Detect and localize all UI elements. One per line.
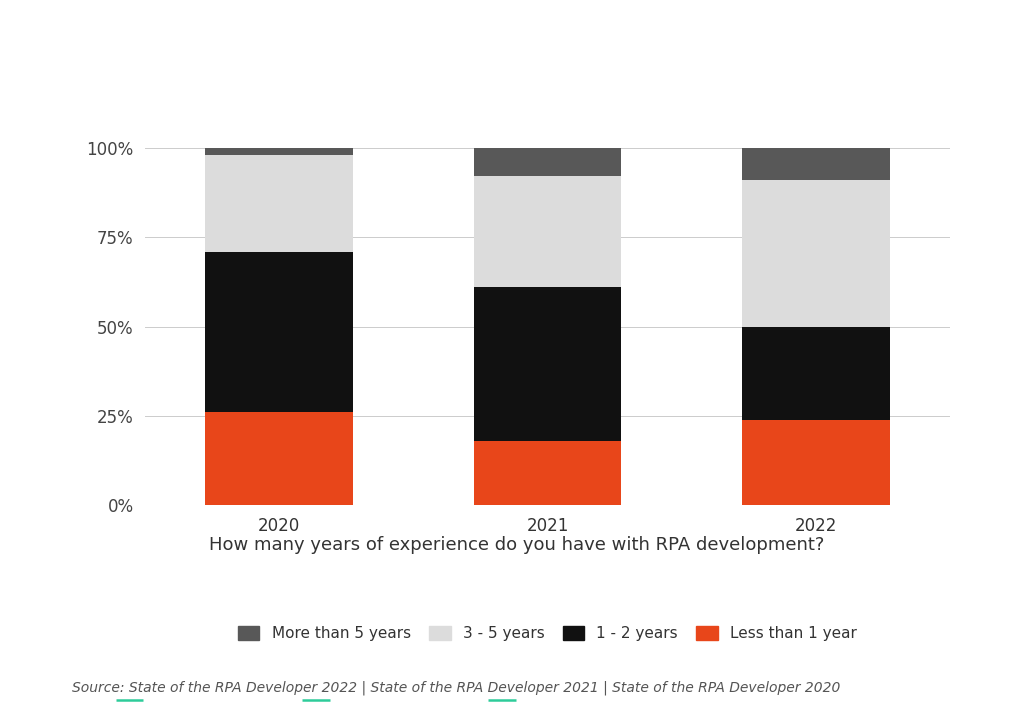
Text: Source: State of the RPA Developer 2022 | State of the RPA Developer 2021 | Stat: Source: State of the RPA Developer 2022 … [72,680,841,695]
Bar [742,148,890,180]
Bar [473,176,621,287]
Bar [473,441,621,505]
Bar [205,148,353,155]
Text: How many years of experience do you have with RPA development?: How many years of experience do you have… [209,536,824,554]
Bar [742,180,890,326]
Legend: More than 5 years, 3 - 5 years, 1 - 2 years, Less than 1 year: More than 5 years, 3 - 5 years, 1 - 2 ye… [238,626,857,641]
Bar [473,148,621,176]
Bar [205,412,353,505]
Bar [742,419,890,505]
Bar [473,287,621,441]
Bar [742,326,890,419]
Bar [205,155,353,251]
Bar [205,251,353,412]
